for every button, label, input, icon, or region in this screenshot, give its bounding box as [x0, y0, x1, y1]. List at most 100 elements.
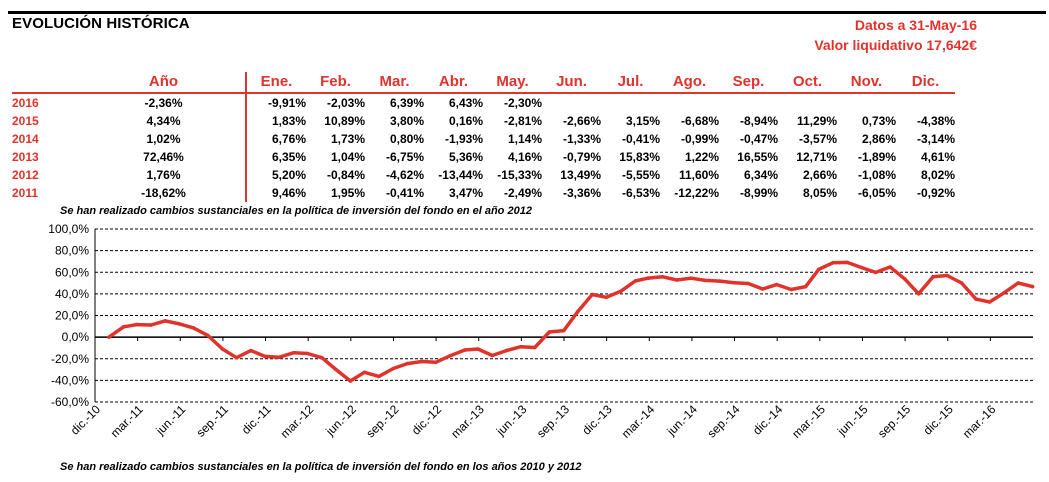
data-point	[987, 300, 992, 304]
y-tick-label: 40,0%	[55, 287, 89, 301]
row-annual-return: -2,36%	[82, 93, 247, 112]
monthly-return: -3,36%	[562, 186, 601, 200]
monthly-return: -6,68%	[680, 114, 719, 128]
month-header: Nov.	[850, 73, 883, 90]
data-point	[277, 355, 282, 359]
performance-line-chart: -60,0% -40,0% -20,0% 0,0% 20,0% 40,0% 60,0% 80,…	[48, 222, 1035, 441]
table-row: 2015 4,34% 1,83% 10,89% 3,80% 0,16% -2,8…	[12, 112, 955, 130]
monthly-return: -1,93%	[444, 132, 483, 146]
table-row: 2012 1,76% 5,20% -0,84% -4,62% -13,44% -…	[12, 166, 955, 184]
table-row: 2013 72,46% 6,35% 1,04% -6,75% 5,36% 4,1…	[12, 148, 955, 166]
data-point	[362, 370, 367, 375]
data-point	[902, 277, 907, 281]
monthly-return: -4,38%	[916, 114, 955, 128]
month-header: Ago.	[672, 73, 707, 90]
x-tick-label: mar.-11	[108, 402, 146, 440]
monthly-return	[896, 93, 955, 112]
data-point	[334, 367, 338, 372]
data-point	[646, 276, 651, 280]
x-tick-label: mar.-14	[619, 402, 658, 441]
month-header: Sep.	[732, 73, 765, 90]
monthly-return	[542, 93, 601, 112]
x-tick-label: jun.-14	[663, 402, 700, 439]
monthly-return: 2,86%	[861, 132, 896, 146]
monthly-return: 4,61%	[920, 150, 955, 164]
chart-gridlines	[95, 228, 1033, 403]
data-point	[107, 335, 111, 339]
month-header: Dic.	[911, 73, 940, 90]
data-point	[249, 348, 253, 353]
data-date: Datos a 31-May-16	[854, 17, 977, 33]
monthly-return: -2,66%	[562, 114, 601, 128]
data-point	[220, 347, 225, 351]
month-header: Oct.	[792, 73, 823, 90]
monthly-return: -0,41%	[385, 186, 424, 200]
x-tick-label: sep.-14	[704, 402, 742, 440]
monthly-return: -6,75%	[385, 150, 424, 164]
y-axis-tick-labels: -60,0% -40,0% -20,0% 0,0% 20,0% 40,0% 60,0% 80,…	[48, 222, 89, 409]
section-title: EVOLUCIÓN HISTÓRICA	[12, 15, 190, 32]
data-point	[803, 284, 808, 289]
data-point	[576, 309, 580, 314]
monthly-return: 4,16%	[507, 150, 542, 164]
x-tick-label: sep.-11	[193, 402, 231, 440]
row-year: 2014	[12, 132, 39, 146]
data-point	[789, 287, 793, 292]
returns-table-header: Año Ene. Feb. Mar. Abr. May. Jun. Jul. A…	[12, 72, 955, 93]
data-point	[1002, 291, 1006, 295]
y-tick-label: -20,0%	[51, 352, 89, 366]
row-annual-return: 72,46%	[82, 148, 247, 166]
monthly-return: -2,30%	[503, 96, 542, 110]
data-point	[916, 292, 921, 296]
x-tick-label: jun.-15	[834, 402, 871, 439]
monthly-return: 0,16%	[448, 114, 483, 128]
x-tick-label: sep.-12	[363, 402, 401, 440]
x-tick-label: mar.-12	[278, 402, 317, 441]
data-point	[974, 297, 978, 301]
month-header: Mar.	[379, 73, 410, 90]
data-point	[660, 275, 665, 279]
row-annual-return: 1,02%	[82, 130, 247, 148]
monthly-return: 6,39%	[389, 96, 424, 110]
year-header: Año	[82, 72, 247, 93]
row-year: 2011	[12, 186, 39, 200]
monthly-return: 8,02%	[920, 168, 955, 182]
monthly-return	[719, 93, 778, 112]
monthly-return: -3,57%	[798, 132, 837, 146]
monthly-return: 6,76%	[271, 132, 306, 146]
monthly-return: 6,43%	[448, 96, 483, 110]
header-rule	[8, 11, 1046, 14]
data-point	[391, 366, 396, 371]
y-tick-label: -40,0%	[51, 373, 89, 387]
monthly-return: 5,20%	[271, 168, 306, 182]
monthly-return: 11,60%	[678, 168, 719, 182]
data-point	[476, 347, 480, 351]
monthly-return	[837, 93, 896, 112]
data-point	[717, 279, 722, 283]
monthly-return	[601, 93, 660, 112]
data-point	[448, 353, 453, 358]
data-point	[845, 260, 849, 265]
monthly-return: 0,80%	[389, 132, 424, 146]
monthly-return: 12,71%	[796, 150, 837, 164]
x-tick-label: dic.-11	[239, 402, 274, 437]
month-header: Ene.	[260, 73, 293, 90]
data-point	[377, 374, 381, 379]
monthly-return: -6,05%	[857, 186, 896, 200]
data-point	[504, 348, 509, 353]
monthly-return: -0,92%	[916, 186, 955, 200]
data-point	[405, 361, 410, 366]
data-point	[831, 260, 835, 265]
data-point	[305, 351, 310, 356]
data-point	[191, 326, 196, 330]
month-header: Jul.	[617, 73, 644, 90]
y-tick-label: 100,0%	[48, 222, 89, 236]
data-point	[519, 344, 523, 349]
table-row: 2011 -18,62% 9,46% 1,95% -0,41% 3,47% -2…	[12, 184, 955, 202]
monthly-return: -2,49%	[503, 186, 542, 200]
monthly-return: -1,33%	[562, 132, 601, 146]
monthly-return: -5,55%	[621, 168, 660, 182]
table-row: 2014 1,02% 6,76% 1,73% 0,80% -1,93% 1,14…	[12, 130, 955, 148]
monthly-return: 1,73%	[330, 132, 365, 146]
returns-table: Año Ene. Feb. Mar. Abr. May. Jun. Jul. A…	[12, 72, 955, 202]
